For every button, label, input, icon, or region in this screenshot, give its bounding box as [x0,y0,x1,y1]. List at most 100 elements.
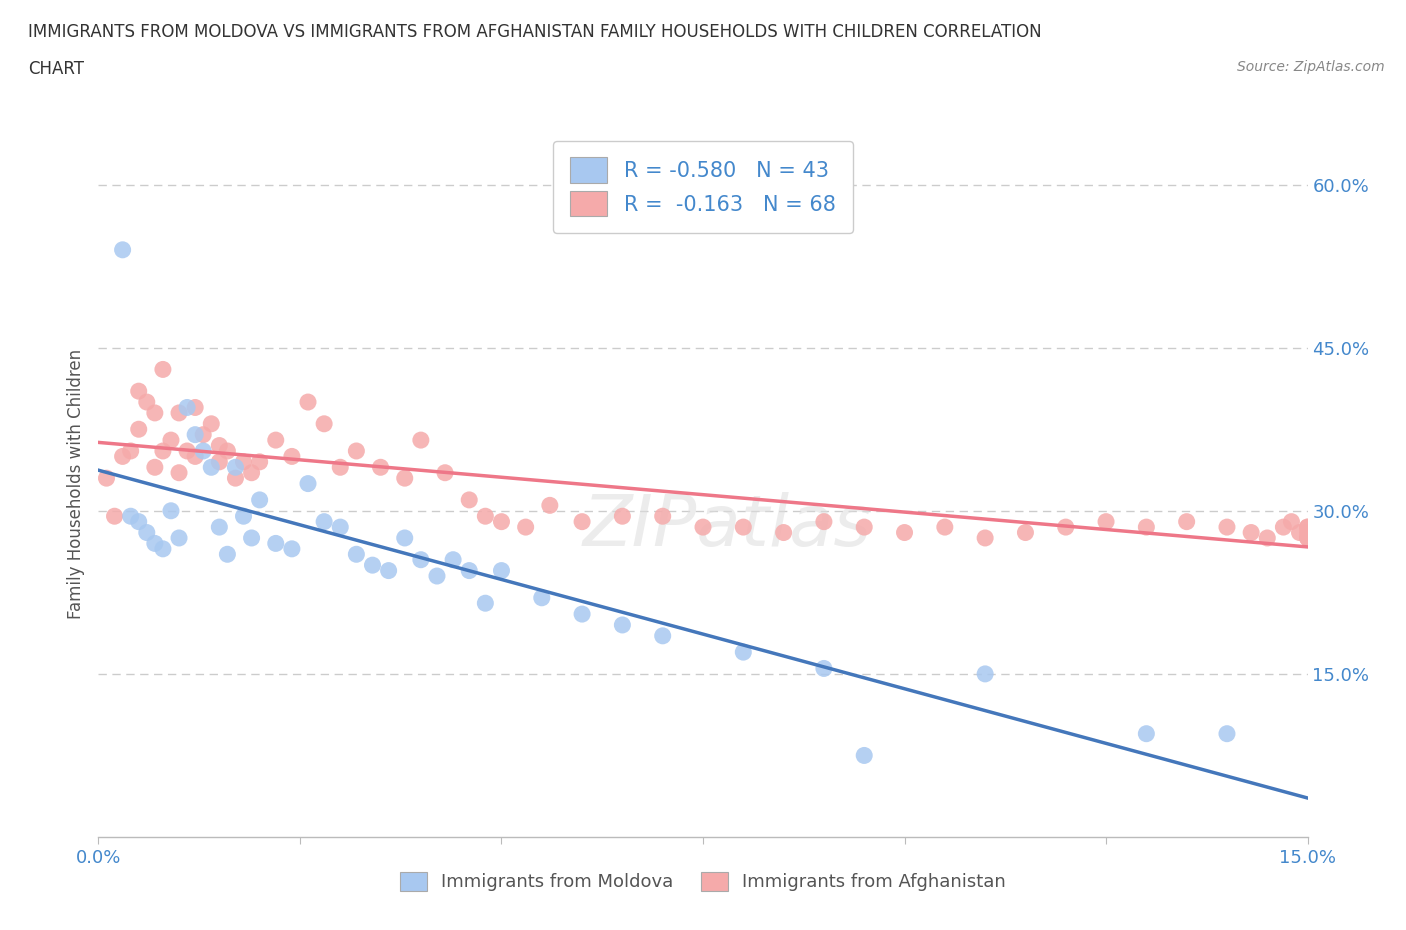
Point [217,444,239,458]
Point [1272,520,1295,535]
Point [240,530,263,545]
Point [1296,530,1319,545]
Point [329,459,352,474]
Point [143,459,166,474]
Point [1135,726,1157,741]
Point [538,498,561,512]
Point [160,503,183,518]
Point [232,509,254,524]
Point [1296,525,1319,540]
Point [120,509,142,524]
Y-axis label: Family Households with Children: Family Households with Children [66,349,84,618]
Text: ZIPatlas: ZIPatlas [582,492,872,561]
Point [128,514,150,529]
Point [853,748,876,763]
Point [200,459,222,474]
Text: CHART: CHART [28,60,84,78]
Point [152,444,174,458]
Point [733,520,755,535]
Point [1288,525,1310,540]
Point [394,471,416,485]
Point [281,541,304,556]
Point [1296,520,1319,535]
Point [1240,525,1263,540]
Point [297,394,319,409]
Point [128,384,150,399]
Point [441,552,464,567]
Point [1175,514,1198,529]
Text: IMMIGRANTS FROM MOLDOVA VS IMMIGRANTS FROM AFGHANISTAN FAMILY HOUSEHOLDS WITH CH: IMMIGRANTS FROM MOLDOVA VS IMMIGRANTS FR… [28,23,1042,41]
Point [893,525,915,540]
Point [772,525,794,540]
Point [160,432,183,447]
Point [264,432,287,447]
Point [1135,520,1157,535]
Point [394,530,416,545]
Point [208,520,231,535]
Point [361,558,384,573]
Point [1256,530,1278,545]
Point [530,591,553,605]
Point [143,405,166,420]
Point [409,432,432,447]
Point [571,606,593,621]
Point [1281,514,1303,529]
Point [184,427,207,442]
Point [853,520,876,535]
Point [200,417,222,432]
Point [143,536,166,551]
Point [426,568,449,583]
Point [208,438,231,453]
Point [1095,514,1118,529]
Point [1296,530,1319,545]
Point [249,493,271,508]
Point [651,629,673,644]
Point [224,459,246,474]
Point [733,644,755,659]
Point [176,400,198,415]
Point [208,455,231,470]
Point [491,514,513,529]
Point [232,455,254,470]
Point [409,552,432,567]
Point [103,509,125,524]
Point [692,520,714,535]
Point [612,618,634,632]
Point [813,514,835,529]
Point [515,520,537,535]
Point [167,405,190,420]
Point [974,530,997,545]
Point [264,536,287,551]
Point [1054,520,1077,535]
Point [135,394,157,409]
Point [240,465,263,480]
Point [474,596,496,611]
Point [152,541,174,556]
Point [571,514,593,529]
Point [249,455,271,470]
Point [217,547,239,562]
Point [434,465,457,480]
Point [1216,726,1239,741]
Point [612,509,634,524]
Point [167,465,190,480]
Point [458,564,481,578]
Point [651,509,673,524]
Point [314,417,336,432]
Point [135,525,157,540]
Point [184,449,207,464]
Point [128,422,150,437]
Text: Source: ZipAtlas.com: Source: ZipAtlas.com [1237,60,1385,74]
Point [120,444,142,458]
Point [184,400,207,415]
Point [152,362,174,377]
Point [193,444,215,458]
Point [344,444,367,458]
Point [297,476,319,491]
Point [458,493,481,508]
Point [344,547,367,562]
Point [1296,520,1319,535]
Point [176,444,198,458]
Point [370,459,392,474]
Point [193,427,215,442]
